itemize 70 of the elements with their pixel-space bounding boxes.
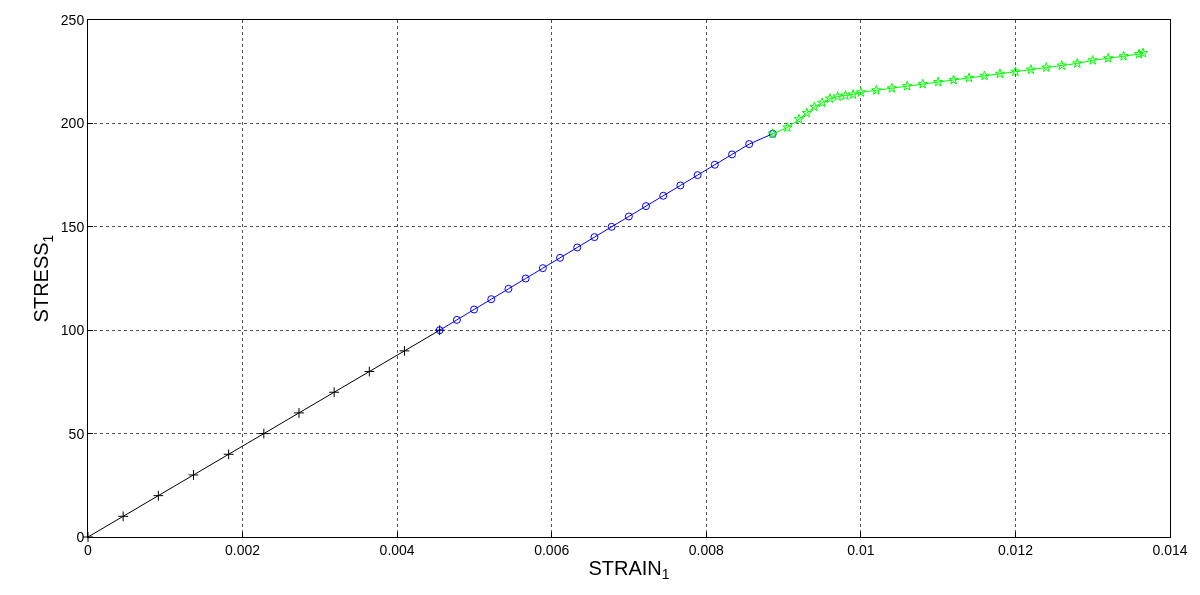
point xyxy=(832,91,843,101)
point xyxy=(994,68,1006,79)
point xyxy=(847,89,859,99)
point xyxy=(782,122,793,132)
y-tick-label: 150 xyxy=(60,218,85,235)
point xyxy=(745,140,754,149)
point xyxy=(573,243,582,252)
point xyxy=(556,253,565,262)
x-tick-label: 0.01 xyxy=(847,541,875,558)
point xyxy=(659,191,668,200)
point xyxy=(902,80,913,91)
point xyxy=(948,74,959,85)
point xyxy=(188,469,199,481)
y-tick-label: 0 xyxy=(76,528,85,545)
point xyxy=(1072,58,1083,68)
x-tick-label: 0.006 xyxy=(534,541,570,558)
point xyxy=(710,160,719,169)
point xyxy=(693,171,702,180)
point xyxy=(117,510,129,522)
point xyxy=(855,86,867,97)
point xyxy=(809,101,820,112)
point xyxy=(607,222,616,231)
point xyxy=(824,93,836,104)
point xyxy=(1118,50,1129,61)
point xyxy=(817,97,828,108)
point xyxy=(590,233,599,242)
point xyxy=(399,345,410,357)
point xyxy=(793,113,805,124)
point xyxy=(328,386,340,398)
point xyxy=(1087,54,1098,65)
point xyxy=(728,150,737,159)
point xyxy=(363,366,375,377)
point xyxy=(676,181,685,190)
y-tick-label: 200 xyxy=(60,115,85,132)
point xyxy=(538,264,547,273)
point xyxy=(932,76,944,87)
point xyxy=(223,448,235,460)
point xyxy=(1025,64,1037,75)
point xyxy=(1056,60,1067,70)
point xyxy=(963,72,975,83)
point xyxy=(152,490,164,502)
point xyxy=(801,107,812,118)
point xyxy=(470,305,479,314)
point xyxy=(886,82,897,93)
y-tick-label: 100 xyxy=(60,322,85,339)
x-tick-label: 0.002 xyxy=(225,541,261,558)
y-tick-label: 50 xyxy=(68,425,85,442)
point xyxy=(293,407,305,419)
point xyxy=(840,90,851,100)
point xyxy=(1010,66,1021,77)
point xyxy=(917,78,928,89)
point xyxy=(1133,48,1145,59)
x-tick-label: 0.008 xyxy=(688,541,725,558)
point xyxy=(258,428,270,439)
point xyxy=(624,212,633,221)
x-axis-title: STRAIN$_{1}$ xyxy=(588,557,670,583)
y-tick-label: 250 xyxy=(60,11,85,28)
point xyxy=(521,274,530,283)
x-tick-label: 0.012 xyxy=(997,541,1034,558)
x-tick-label: 0.014 xyxy=(1152,541,1188,558)
point xyxy=(1041,62,1052,73)
point xyxy=(871,84,882,95)
point xyxy=(452,315,461,324)
point xyxy=(1137,47,1149,58)
point xyxy=(487,295,496,304)
point xyxy=(1103,52,1114,63)
point xyxy=(979,70,990,81)
point xyxy=(642,202,650,211)
x-tick-label: 0.004 xyxy=(379,541,415,558)
point xyxy=(504,284,513,293)
